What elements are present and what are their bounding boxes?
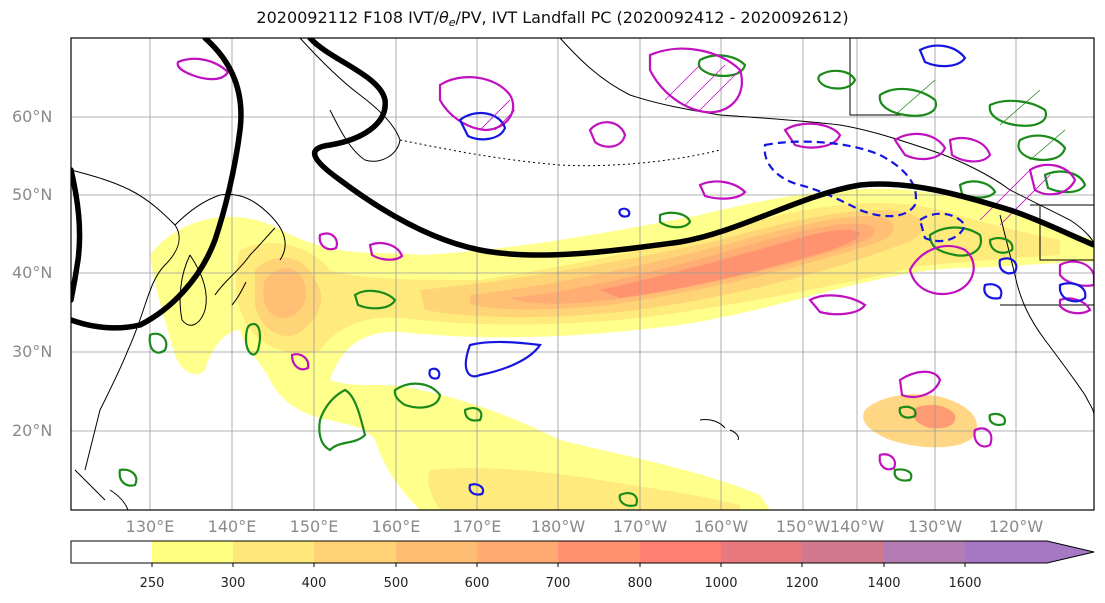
lon-label-120w: 120°W xyxy=(988,517,1044,536)
colorbar-tick-600: 600 xyxy=(464,576,490,591)
colorbar-tick-1400: 1400 xyxy=(867,576,901,591)
jet-contour-main xyxy=(307,38,1094,258)
ivt-shading xyxy=(150,188,1094,510)
japan-islands xyxy=(214,227,276,306)
lon-label-160w: 160°W xyxy=(693,517,749,536)
colorbar-tick-300: 300 xyxy=(220,576,246,591)
hawaii xyxy=(699,419,739,441)
theta-e-contours xyxy=(118,54,1087,507)
colorbar-tick-400: 400 xyxy=(301,576,327,591)
colorbar-tick-800: 800 xyxy=(627,576,653,591)
lon-label-160e: 160°E xyxy=(371,517,421,536)
title-prefix: 2020092112 F108 IVT/ xyxy=(256,8,439,27)
title-suffix: /PV, IVT Landfall PC (2020092412 - 20200… xyxy=(455,8,849,27)
lon-label-180w: 180°W xyxy=(530,517,586,536)
colorbar-tick-700: 700 xyxy=(545,576,571,591)
lon-label-130w: 130°W xyxy=(907,517,963,536)
alaska-coast xyxy=(559,38,1094,246)
map-area xyxy=(71,38,1094,510)
lon-label-140e: 140°E xyxy=(207,517,257,536)
lon-label-140w: 140°W xyxy=(829,517,885,536)
colorbar-tick-1200: 1200 xyxy=(785,576,819,591)
lon-label-150w: 150°W xyxy=(775,517,831,536)
colorbar-tick-1000: 1000 xyxy=(704,576,738,591)
aleutian-chain xyxy=(399,139,721,167)
kamchatka xyxy=(299,38,401,162)
figure-title: 2020092112 F108 IVT/θe/PV, IVT Landfall … xyxy=(0,8,1105,29)
title-theta-subscript: e xyxy=(448,16,456,29)
colorbar-tick-1600: 1600 xyxy=(948,576,982,591)
ivt-local-max-inner xyxy=(913,404,956,429)
colorbar-tick-500: 500 xyxy=(383,576,409,591)
lon-label-150e: 150°E xyxy=(289,517,339,536)
lon-label-130e: 130°E xyxy=(125,517,175,536)
korea-peninsula xyxy=(179,254,207,326)
lat-label-50n: 50°N xyxy=(12,185,53,204)
gridlines xyxy=(71,38,1094,510)
colorbar-tick-250: 250 xyxy=(139,576,165,591)
map-frame xyxy=(70,37,1095,511)
pv-positive-contours xyxy=(176,47,1094,471)
jet-contours xyxy=(71,38,1094,331)
jet-contour-west xyxy=(71,38,244,331)
title-theta: θ xyxy=(438,8,449,27)
lon-label-170e: 170°E xyxy=(452,517,502,536)
state-borders xyxy=(849,38,1094,306)
lat-label-30n: 30°N xyxy=(12,342,53,361)
south-asia-islands xyxy=(74,469,129,510)
hatch-marks xyxy=(479,64,1051,226)
lat-label-20n: 20°N xyxy=(12,421,53,440)
ivt-band-700 xyxy=(600,229,860,298)
lon-label-170w: 170°W xyxy=(612,517,668,536)
jet-contour-edge xyxy=(71,167,83,303)
lat-label-40n: 40°N xyxy=(12,263,53,282)
ivt-south-band xyxy=(428,468,740,510)
pv-negative-contours xyxy=(428,44,1087,496)
hatch-marks-green xyxy=(894,79,1066,161)
colorbar xyxy=(70,540,1095,567)
lat-label-60n: 60°N xyxy=(12,107,53,126)
asia-coast xyxy=(71,169,286,471)
